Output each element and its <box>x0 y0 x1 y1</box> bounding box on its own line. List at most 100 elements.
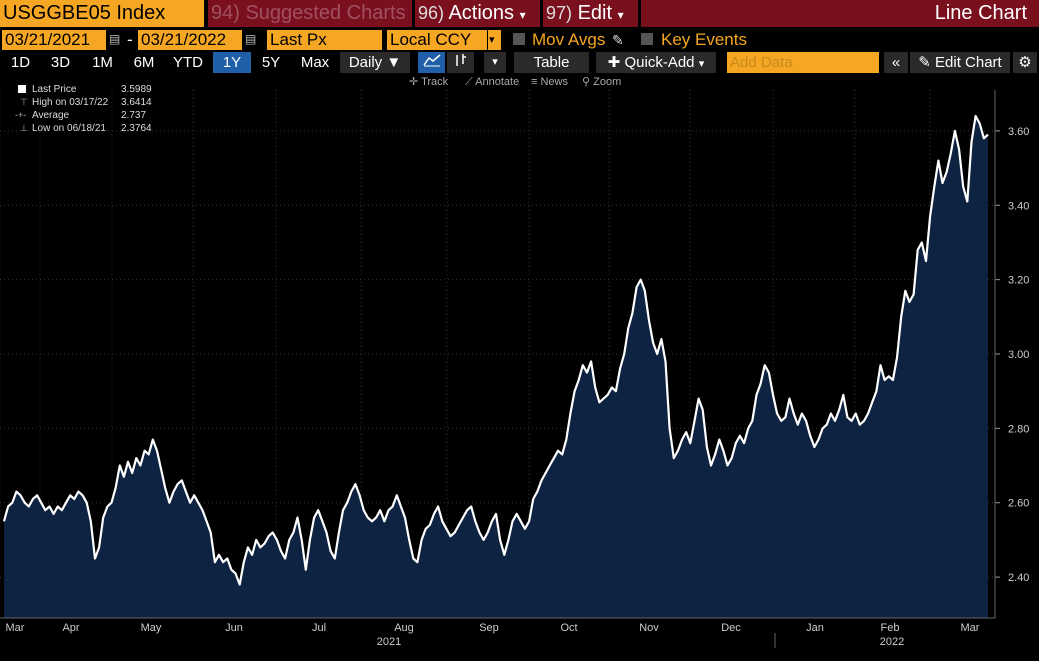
edit-label: Edit <box>577 2 613 24</box>
x-tick-label: Nov <box>639 622 659 634</box>
actions-caret-icon: ▾ <box>519 8 526 22</box>
y-tick-label: 2.60 <box>1008 498 1029 510</box>
x-tick-label: Dec <box>721 622 741 634</box>
price-line <box>2 114 989 586</box>
period-6m-button[interactable]: 6M <box>133 54 155 71</box>
x-tick-label: May <box>141 622 162 634</box>
chart-type-label: Line Chart <box>934 2 1027 24</box>
period-5y-button[interactable]: 5Y <box>261 54 281 71</box>
suggested-charts-menu[interactable]: 94) Suggested Charts <box>208 0 412 27</box>
field-select[interactable]: Last Px <box>267 30 382 50</box>
news-tool[interactable]: ≡ News <box>531 76 568 88</box>
track-label: Track <box>421 76 449 88</box>
x-year-label: 2022 <box>880 636 904 648</box>
ticker-field[interactable]: USGGBE05 Index <box>0 0 204 27</box>
annotate-tool[interactable]: ⟋ Annotate <box>465 76 520 88</box>
date-separator: - <box>127 30 133 49</box>
y-tick-label: 3.60 <box>1008 126 1029 138</box>
legend-high-value: 3.6414 <box>121 97 152 108</box>
currency-text: Local CCY <box>390 30 472 49</box>
x-tick-label: Sep <box>479 622 499 634</box>
actions-number: 96) <box>418 3 445 23</box>
y-tick-label: 2.40 <box>1008 572 1029 584</box>
price-chart[interactable]: 2.40 2.60 2.80 3.00 3.20 3.40 3.60 Mar Apr May Ju… <box>0 90 1039 661</box>
period-1d-button[interactable]: 1D <box>10 54 31 71</box>
x-tick-label: Jul <box>312 622 326 634</box>
x-axis: Mar Apr May Jun Jul Aug Sep Oct Nov Dec Jan Feb Mar 2… <box>0 617 995 648</box>
plus-icon: ✚ <box>607 54 621 71</box>
suggested-number: 94) <box>211 2 240 24</box>
suggested-label: Suggested Charts <box>245 2 406 24</box>
mov-avgs-checkbox[interactable] <box>513 33 525 45</box>
frequency-label: Daily <box>348 54 383 71</box>
legend-high: ⊤ High on 03/17/22 3.6414 <box>5 96 152 109</box>
title-bar: USGGBE05 Index 94) Suggested Charts 96) … <box>0 0 1039 28</box>
style-dropdown-icon[interactable]: ▾ <box>484 52 506 73</box>
key-events-checkbox[interactable] <box>641 33 653 45</box>
currency-select[interactable]: Local CCY <box>387 30 487 50</box>
period-3d-button[interactable]: 3D <box>50 54 71 71</box>
chart-type-title: Line Chart <box>641 0 1039 27</box>
start-calendar-icon[interactable]: ▤ <box>109 32 121 46</box>
date-controls: 03/21/2021 ▤ - 03/21/2022 ▤ Last Px Loca… <box>0 28 1039 52</box>
end-date-text: 03/21/2022 <box>141 30 227 49</box>
edit-caret-icon: ▾ <box>617 8 624 22</box>
end-date-field[interactable]: 03/21/2022 <box>138 30 242 50</box>
y-tick-label: 3.20 <box>1008 275 1029 287</box>
line-style-icon[interactable] <box>418 52 445 73</box>
quick-add-label: Quick-Add <box>624 54 695 71</box>
currency-dropdown-icon[interactable]: ▾ <box>488 30 501 50</box>
edit-menu[interactable]: 97) Edit ▾ <box>543 0 638 27</box>
table-button[interactable]: Table <box>514 52 589 73</box>
actions-label: Actions <box>448 2 515 24</box>
annotate-label: Annotate <box>475 76 520 88</box>
x-tick-label: Mar <box>6 622 25 634</box>
end-calendar-icon[interactable]: ▤ <box>245 32 257 46</box>
legend-average-value: 2.737 <box>121 110 147 121</box>
edit-chart-pencil-icon: ✎ <box>918 54 931 71</box>
pencil-icon[interactable]: ✎ <box>612 32 624 48</box>
actions-menu[interactable]: 96) Actions ▾ <box>415 0 540 27</box>
period-1m-button[interactable]: 1M <box>92 54 113 71</box>
track-tool[interactable]: ✛ Track <box>409 76 449 88</box>
legend-last-price-value: 3.5989 <box>121 84 152 95</box>
mov-avgs-label: Mov Avgs <box>532 30 606 49</box>
frequency-caret-icon: ▼ <box>386 54 402 71</box>
y-tick-label: 2.80 <box>1008 423 1029 435</box>
x-tick-label: Feb <box>881 622 900 634</box>
period-ytd-button[interactable]: YTD <box>173 54 203 71</box>
key-events-label: Key Events <box>661 30 747 49</box>
add-data-placeholder: Add Data <box>730 54 793 71</box>
legend-high-label: High on 03/17/22 <box>32 96 109 109</box>
x-tick-label: Oct <box>560 622 577 634</box>
legend-last-price-swatch <box>18 85 26 93</box>
quick-add-caret-icon: ▾ <box>698 58 705 70</box>
x-tick-label: Aug <box>394 622 414 634</box>
edit-chart-button[interactable]: ✎ Edit Chart <box>910 52 1010 73</box>
gear-icon[interactable]: ⚙ <box>1013 52 1037 73</box>
field-text: Last Px <box>270 30 327 49</box>
x-tick-label: Jan <box>806 622 824 634</box>
add-data-input[interactable]: Add Data <box>727 52 879 73</box>
chart-legend: Last Price 3.5989 ⊤ High on 03/17/22 3.6… <box>5 82 152 138</box>
legend-low-value: 2.3764 <box>121 123 152 134</box>
collapse-icon[interactable]: « <box>884 52 908 73</box>
legend-average-label: Average <box>32 109 70 122</box>
period-max-button[interactable]: Max <box>300 54 330 71</box>
legend-low-label: Low on 06/18/21 <box>32 122 106 135</box>
x-tick-label: Mar <box>961 622 980 634</box>
bar-style-icon[interactable] <box>447 52 474 73</box>
x-year-label: 2021 <box>377 636 401 648</box>
y-tick-label: 3.00 <box>1008 349 1029 361</box>
zoom-tool[interactable]: ⚲ Zoom <box>582 76 622 88</box>
price-area <box>4 116 988 618</box>
toolbar: 1D 3D 1M 6M YTD 1Y 5Y Max Daily ▼ ▾ Tabl… <box>0 52 1039 74</box>
period-1y-button[interactable]: 1Y <box>213 52 251 73</box>
legend-high-marker-icon: ⊤ <box>20 97 28 107</box>
x-tick-label: Jun <box>225 622 243 634</box>
start-date-field[interactable]: 03/21/2021 <box>2 30 106 50</box>
frequency-select[interactable]: Daily ▼ <box>340 52 410 73</box>
quick-add-button[interactable]: ✚ Quick-Add ▾ <box>596 52 716 73</box>
y-axis: 2.40 2.60 2.80 3.00 3.20 3.40 3.60 <box>994 90 1029 618</box>
ticker-text: USGGBE05 Index <box>3 2 166 24</box>
